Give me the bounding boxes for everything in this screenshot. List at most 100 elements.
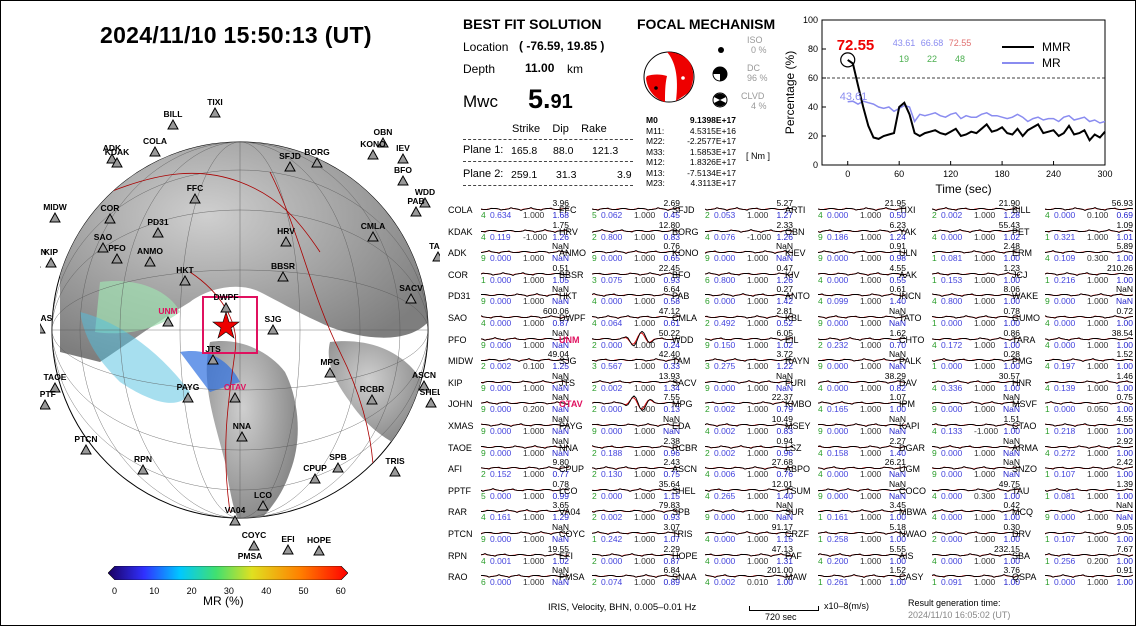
variance: 0.000 xyxy=(714,555,736,566)
weight: 9 xyxy=(818,253,823,264)
station-marker: KONO xyxy=(360,139,386,160)
polarity: 1.000 xyxy=(860,296,882,307)
station-triangle-icon xyxy=(106,152,118,164)
waveform-cell: MIDW 49.04 2 0.002 0.100 1.25 xyxy=(448,349,569,371)
waveform-cell: WAKE NaN 9 0.000 1.000 NaN xyxy=(1012,284,1133,307)
amplitude: 50.22 xyxy=(658,327,680,338)
best-fit-title: BEST FIT SOLUTION xyxy=(463,16,602,32)
waveform-trace xyxy=(592,422,680,428)
moment-row: M11: 4.5315E+16 xyxy=(646,126,736,137)
amplitude: 3.72 xyxy=(776,349,793,360)
waveform-cell: PALK 0.28 1 0.000 1.000 1.00 xyxy=(899,349,1020,372)
polarity: 1.000 xyxy=(634,447,656,458)
moment-key: M13: xyxy=(646,167,665,178)
station-label: LCO xyxy=(254,490,272,500)
station-name: BILL xyxy=(1012,205,1031,215)
station-name: SBA xyxy=(1012,550,1031,561)
station-marker: COR xyxy=(101,203,119,224)
station-label: TIXI xyxy=(207,97,223,107)
station-name: KONO xyxy=(672,248,699,259)
amplitude: 0.51 xyxy=(552,262,569,273)
amplitude: NaN xyxy=(1002,435,1020,446)
amplitude: 0.91 xyxy=(889,241,906,252)
weight: 4 xyxy=(1045,447,1050,458)
station-label: MIDW xyxy=(43,202,68,212)
station-marker: EFI xyxy=(281,534,295,555)
polarity: 1.000 xyxy=(1087,512,1109,523)
station-name: SPB xyxy=(672,507,691,518)
polarity: 1.000 xyxy=(747,253,769,264)
waveform-trace xyxy=(1045,574,1133,579)
polarity: 1.000 xyxy=(860,447,882,458)
waveform-trace xyxy=(481,423,569,428)
plane-row: Plane 2: xyxy=(463,168,503,180)
station-name: ANTO xyxy=(785,291,810,302)
station-name: KIV xyxy=(785,269,800,280)
variance: 0.256 xyxy=(1054,555,1076,566)
station-label: SAO xyxy=(94,232,113,242)
station-marker: NNA xyxy=(233,421,251,442)
station-name: KMBO xyxy=(785,399,812,410)
station-name: ABPO xyxy=(785,464,811,475)
stat-value: 66.68 xyxy=(921,38,944,48)
ratio: 1.00 xyxy=(1116,534,1133,544)
variance: 0.000 xyxy=(941,404,963,415)
amplitude: 21.95 xyxy=(884,198,906,208)
ratio: 1.24 xyxy=(889,231,906,242)
waveform-trace xyxy=(818,509,906,514)
waveform-trace xyxy=(1045,293,1133,298)
amplitude: 0.30 xyxy=(1003,522,1020,532)
amplitude: NaN xyxy=(775,241,793,252)
weight: 3 xyxy=(592,274,597,285)
station-marker: SPB xyxy=(329,452,347,473)
x-tick-label: 300 xyxy=(1097,169,1112,179)
plane-divider xyxy=(463,161,633,162)
weight: 4 xyxy=(481,318,486,328)
waveform-cell: COLA 3.96 4 0.634 1.000 1.68 xyxy=(448,198,569,220)
variance: 0.258 xyxy=(827,534,849,544)
waveform-cell: EDA 10.49 4 0.002 1.000 0.83 xyxy=(672,414,793,436)
dip-header: Dip xyxy=(552,123,569,135)
plane-divider xyxy=(463,185,633,186)
weight: 9 xyxy=(932,469,937,480)
weight: 9 xyxy=(481,382,486,393)
variance: 0.000 xyxy=(601,426,623,436)
station-marker: LCO xyxy=(254,490,272,511)
polarity: 1.000 xyxy=(860,512,882,523)
variance: 0.000 xyxy=(941,555,963,566)
station-name: SNAA xyxy=(672,572,697,583)
waveform-cell: ULN 2.48 1 0.081 1.000 1.00 xyxy=(899,241,1020,264)
station-name: SHEL xyxy=(672,485,696,496)
waveform-trace xyxy=(1045,336,1133,341)
waveform-trace xyxy=(592,315,680,320)
polarity: 0.200 xyxy=(1087,555,1109,566)
amplitude: 6.64 xyxy=(663,284,680,295)
ratio: 1.42 xyxy=(776,296,793,307)
dc-label: DC xyxy=(747,63,760,73)
waveform-cell: PFO NaN 9 0.000 1.000 NaN xyxy=(448,328,569,350)
amplitude: 4.55 xyxy=(889,262,906,273)
polarity: 1.000 xyxy=(974,210,996,220)
station-triangle-icon xyxy=(179,274,191,286)
waveform-cell: CRZF 5.18 1 0.258 1.000 1.00 xyxy=(785,522,906,544)
polarity: 1.000 xyxy=(974,253,996,264)
polarity: 1.000 xyxy=(634,231,656,242)
waveform-trace xyxy=(592,395,680,412)
ratio: 1.00 xyxy=(1003,361,1020,372)
station-label: SJG xyxy=(264,314,281,324)
station-triangle-icon xyxy=(397,152,409,164)
variance: 0.000 xyxy=(1054,296,1076,307)
amplitude: 0.91 xyxy=(1116,565,1133,576)
beachball xyxy=(643,46,695,113)
station-label: TAOE xyxy=(44,372,67,382)
station-name: RAO xyxy=(448,572,468,583)
weight: 2 xyxy=(932,210,937,220)
station-name: UGM xyxy=(899,464,920,475)
polarity: 1.000 xyxy=(523,490,545,501)
polarity: 1.000 xyxy=(860,339,882,350)
polarity: 0.200 xyxy=(523,404,545,415)
waveform-trace xyxy=(932,466,1020,471)
colorbar-tick: 50 xyxy=(298,586,309,596)
variance: 0.232 xyxy=(827,339,849,350)
polarity: 1.000 xyxy=(1087,339,1109,350)
